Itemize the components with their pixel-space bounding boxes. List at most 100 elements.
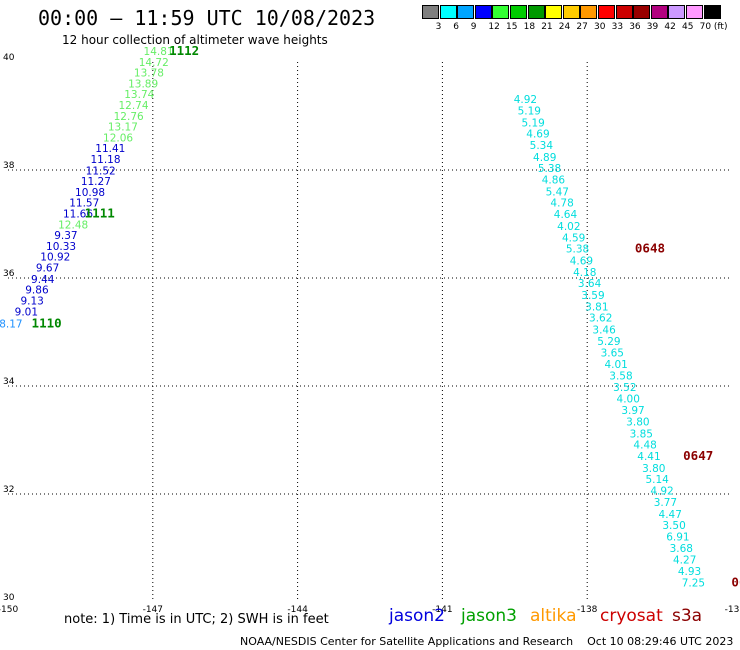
- wave-height-label: 9.37: [54, 230, 77, 242]
- legend-label: 27: [576, 22, 588, 32]
- legend-swatch: [492, 5, 510, 19]
- wave-height-label: 10.92: [40, 252, 70, 264]
- legend-swatch: [668, 5, 686, 19]
- wave-height-label: 4.18: [573, 267, 596, 279]
- satellite-label-cryosat: cryosat: [600, 606, 663, 626]
- legend-label: 12: [488, 22, 500, 32]
- wave-height-label: 5.34: [530, 140, 554, 152]
- time-label: 0648: [635, 241, 665, 256]
- wave-height-label: 3.80: [626, 416, 649, 428]
- wave-height-label: 4.00: [617, 394, 640, 406]
- y-tick-label: 38: [3, 161, 15, 171]
- x-tick-label: -144: [287, 605, 308, 615]
- wave-height-label: 13.89: [128, 78, 158, 90]
- wave-height-label: 4.92: [650, 486, 673, 498]
- y-tick-label: 36: [3, 269, 15, 279]
- legend-label: 42: [664, 22, 676, 32]
- wave-height-label: 9.86: [25, 285, 49, 297]
- legend-label: 30: [594, 22, 606, 32]
- legend-swatch: [598, 5, 615, 19]
- wave-height-label: 11.41: [95, 143, 125, 155]
- x-tick-label: -138: [577, 605, 598, 615]
- wave-height-label: 9.67: [36, 263, 59, 275]
- wave-height-label: 3.85: [630, 428, 653, 440]
- wave-height-label: 3.64: [578, 278, 602, 290]
- legend-label: 21: [541, 22, 553, 32]
- legend-swatch: [562, 5, 580, 19]
- wave-height-label: 3.80: [642, 463, 665, 475]
- legend-label: 45: [682, 22, 694, 32]
- wave-height-label: 5.14: [645, 474, 669, 486]
- legend-swatch: [686, 5, 703, 19]
- legend-label: 33: [611, 22, 624, 32]
- time-label: 0647: [683, 448, 713, 463]
- wave-height-label: 4.64: [554, 209, 578, 221]
- wave-height-label: 4.41: [637, 451, 660, 463]
- legend-label: 24: [558, 22, 571, 32]
- legend-swatch: [527, 5, 545, 19]
- wave-height-label: 12.76: [114, 111, 144, 123]
- wave-height-label: 4.59: [562, 232, 585, 244]
- wave-height-label: 9.01: [15, 306, 38, 318]
- legend-label: 15: [506, 22, 518, 32]
- legend-swatch: [633, 5, 651, 19]
- wave-height-label: 4.47: [659, 509, 682, 521]
- time-label: 0646: [731, 574, 740, 589]
- wave-height-label: 7.25: [682, 577, 705, 589]
- wave-height-label: 11.66: [63, 209, 93, 221]
- legend-swatch: [580, 5, 598, 19]
- satellite-label-altika: altika: [530, 606, 577, 626]
- wave-height-label: 3.65: [601, 347, 624, 359]
- wave-height-label: 11.57: [69, 198, 99, 210]
- wave-height-label: 9.44: [31, 274, 55, 286]
- legend-label: 9: [470, 22, 477, 32]
- wave-height-label: 12.48: [58, 219, 88, 231]
- wave-height-label: 12.06: [103, 132, 133, 144]
- wave-height-label: 5.29: [597, 336, 620, 348]
- time-label: 1111: [85, 206, 115, 221]
- legend-swatch: [545, 5, 563, 19]
- wave-height-label: 4.89: [533, 152, 556, 164]
- wave-height-label: 3.81: [585, 301, 608, 313]
- note-text: note: 1) Time is in UTC; 2) SWH is in fe…: [64, 612, 329, 627]
- x-tick-label: -13: [725, 605, 740, 615]
- wave-height-label: 4.27: [673, 555, 696, 567]
- wave-height-label: 8.17: [0, 319, 23, 331]
- wave-height-label: 10.33: [46, 241, 76, 253]
- wave-height-label: 5.38: [566, 244, 589, 256]
- legend-swatch: [650, 5, 668, 19]
- legend-swatch: [439, 5, 457, 19]
- time-label: 1112: [169, 43, 199, 58]
- wave-height-label: 13.74: [124, 89, 154, 101]
- y-tick-label: 34: [3, 377, 15, 387]
- wave-height-label: 3.59: [581, 290, 604, 302]
- x-tick-label: -141: [432, 605, 452, 615]
- legend-swatch: [474, 5, 492, 19]
- legend-label: 39: [646, 22, 659, 32]
- x-tick-label: -150: [0, 605, 18, 615]
- wave-height-label: 3.58: [609, 371, 632, 383]
- legend-label: 70 (ft): [699, 22, 728, 32]
- wave-height-label: 11.18: [90, 154, 120, 166]
- legend-label: 3: [435, 22, 442, 32]
- wave-height-label: 14.72: [139, 57, 169, 69]
- wave-height-label: 13.17: [108, 122, 138, 134]
- wave-height-label: 6.91: [666, 531, 689, 543]
- chart-title: 00:00 – 11:59 UTC 10/08/2023: [38, 6, 376, 30]
- wave-height-label: 13.78: [134, 68, 164, 80]
- legend-swatch: [510, 5, 527, 19]
- legend-label: 36: [629, 22, 641, 32]
- wave-height-label: 5.47: [546, 186, 569, 198]
- wave-height-label: 4.92: [514, 94, 537, 106]
- wave-height-label: 4.01: [604, 359, 627, 371]
- wave-height-label: 12.74: [118, 100, 148, 112]
- wave-height-label: 11.27: [81, 176, 111, 188]
- wave-height-label: 5.38: [538, 163, 561, 175]
- satellite-label-jason3: jason3: [461, 606, 517, 626]
- time-label: 1110: [32, 316, 62, 331]
- legend-label: 6: [453, 22, 459, 32]
- legend-swatch: [457, 5, 475, 19]
- wave-height-label: 10.98: [75, 187, 105, 199]
- satellite-label-jason2: jason2: [389, 606, 445, 626]
- legend-swatch: [615, 5, 633, 19]
